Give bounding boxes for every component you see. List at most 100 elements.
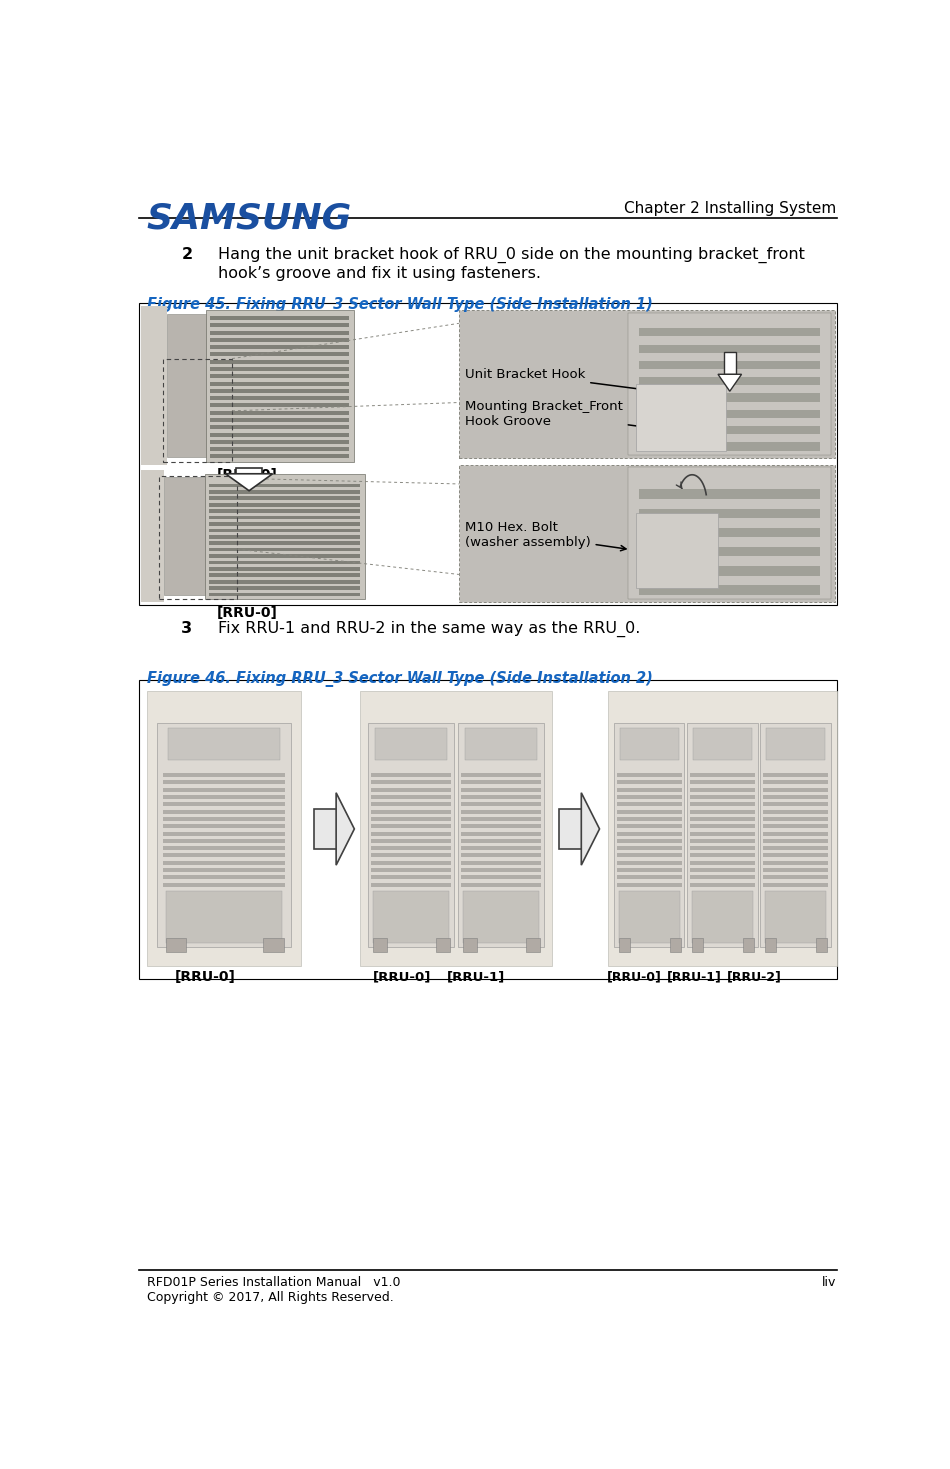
- Text: [RRU-0]: [RRU-0]: [373, 971, 431, 983]
- Bar: [691, 846, 754, 851]
- Bar: [691, 780, 754, 784]
- Bar: [764, 809, 827, 814]
- Bar: [139, 303, 837, 605]
- Bar: [209, 516, 360, 520]
- Bar: [462, 773, 541, 777]
- Bar: [141, 307, 167, 464]
- Bar: [371, 780, 450, 784]
- Bar: [764, 824, 827, 829]
- Bar: [209, 580, 360, 583]
- Bar: [694, 727, 751, 761]
- Bar: [764, 773, 827, 777]
- Bar: [639, 585, 820, 595]
- Bar: [462, 831, 541, 836]
- Bar: [639, 394, 820, 401]
- Text: Chapter 2 Installing System: Chapter 2 Installing System: [624, 201, 837, 216]
- Bar: [158, 723, 291, 948]
- Bar: [636, 513, 718, 588]
- Bar: [209, 491, 360, 494]
- Bar: [618, 868, 681, 873]
- Bar: [618, 824, 681, 829]
- Text: [RRU-0]: [RRU-0]: [175, 971, 236, 984]
- Bar: [764, 876, 827, 880]
- Bar: [462, 868, 541, 873]
- Bar: [210, 360, 350, 364]
- Bar: [462, 853, 541, 858]
- Bar: [670, 939, 681, 952]
- Bar: [691, 853, 754, 858]
- Bar: [371, 868, 450, 873]
- Bar: [465, 727, 537, 761]
- Bar: [618, 817, 681, 821]
- Text: [RRU-0]: [RRU-0]: [218, 607, 278, 620]
- Bar: [162, 787, 285, 792]
- Bar: [210, 426, 350, 429]
- Bar: [139, 680, 837, 980]
- Bar: [764, 787, 827, 792]
- Bar: [162, 883, 285, 887]
- Bar: [209, 529, 360, 532]
- Bar: [618, 861, 681, 865]
- Bar: [373, 892, 448, 943]
- Text: Unit Bracket Hook: Unit Bracket Hook: [465, 367, 652, 392]
- Bar: [209, 561, 360, 564]
- Bar: [209, 567, 360, 570]
- Bar: [764, 795, 827, 799]
- Bar: [639, 378, 820, 385]
- Bar: [210, 411, 350, 414]
- Bar: [639, 508, 820, 519]
- Bar: [691, 787, 754, 792]
- Bar: [691, 861, 754, 865]
- Bar: [764, 853, 827, 858]
- Bar: [639, 345, 820, 353]
- Bar: [162, 846, 285, 851]
- Text: Figure 45. Fixing RRU_3 Sector Wall Type (Side Installation 1): Figure 45. Fixing RRU_3 Sector Wall Type…: [146, 297, 653, 313]
- Text: 2: 2: [181, 247, 193, 261]
- Text: [RRU-1]: [RRU-1]: [667, 971, 722, 983]
- Bar: [209, 521, 360, 526]
- Bar: [526, 939, 540, 952]
- Bar: [162, 802, 285, 806]
- Bar: [371, 831, 450, 836]
- Bar: [162, 839, 285, 843]
- Bar: [371, 817, 450, 821]
- Bar: [618, 876, 681, 880]
- Bar: [210, 447, 350, 451]
- Bar: [371, 795, 450, 799]
- Text: [RRU-0]: [RRU-0]: [218, 469, 278, 482]
- Bar: [162, 853, 285, 858]
- Bar: [691, 883, 754, 887]
- Bar: [210, 432, 350, 436]
- Text: Mounting Bracket_Front
Hook Groove: Mounting Bracket_Front Hook Groove: [465, 400, 652, 430]
- Bar: [618, 939, 630, 952]
- Text: RFD01P Series Installation Manual   v1.0
Copyright © 2017, All Rights Reserved.: RFD01P Series Installation Manual v1.0 C…: [146, 1275, 400, 1304]
- Bar: [162, 809, 285, 814]
- Text: SAMSUNG: SAMSUNG: [146, 201, 352, 235]
- Bar: [162, 876, 285, 880]
- Bar: [462, 839, 541, 843]
- Bar: [618, 892, 680, 943]
- Bar: [371, 853, 450, 858]
- Bar: [436, 939, 449, 952]
- Bar: [210, 331, 350, 335]
- Text: [RRU-2]: [RRU-2]: [727, 971, 782, 983]
- Bar: [368, 723, 454, 948]
- Bar: [618, 853, 681, 858]
- Bar: [210, 404, 350, 407]
- Bar: [559, 808, 583, 849]
- Bar: [639, 426, 820, 435]
- Polygon shape: [336, 793, 354, 865]
- Bar: [618, 780, 681, 784]
- Bar: [210, 316, 350, 320]
- Bar: [639, 410, 820, 417]
- Bar: [162, 831, 285, 836]
- Bar: [209, 497, 360, 499]
- Bar: [760, 723, 830, 948]
- Bar: [210, 397, 350, 400]
- Text: [RRU-1]: [RRU-1]: [446, 971, 505, 983]
- Bar: [462, 809, 541, 814]
- Bar: [375, 727, 446, 761]
- Bar: [210, 367, 350, 372]
- Bar: [464, 892, 539, 943]
- Bar: [206, 310, 353, 461]
